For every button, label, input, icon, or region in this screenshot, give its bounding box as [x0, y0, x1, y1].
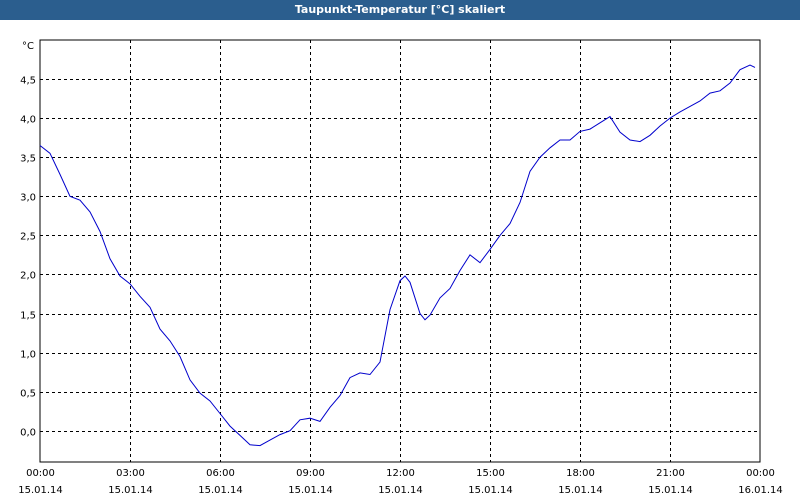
- y-tick-label: 0,0: [20, 428, 36, 439]
- chart-title: Taupunkt-Temperatur [°C] skaliert: [0, 0, 800, 20]
- x-tick-time-label: 21:00: [656, 468, 685, 479]
- y-unit-label: °C: [22, 41, 34, 52]
- y-tick-label: 3,0: [20, 193, 36, 204]
- x-tick-date-label: 15.01.14: [108, 485, 153, 496]
- y-tick-label: 0,5: [20, 389, 36, 400]
- x-tick-time-label: 12:00: [386, 468, 415, 479]
- x-tick-time-label: 15:00: [476, 468, 505, 479]
- y-tick-label: 2,0: [20, 271, 36, 282]
- x-tick-time-label: 03:00: [116, 468, 145, 479]
- x-tick-date-label: 15.01.14: [648, 485, 693, 496]
- y-tick-label: 3,5: [20, 154, 36, 165]
- x-tick-time-label: 00:00: [746, 468, 775, 479]
- x-tick-date-label: 15.01.14: [198, 485, 243, 496]
- chart-area: 0,0 0,5 1,0 1,5 2,0 2,5 3,0 3,5 4,0 4,5 °C 00:00 15.…: [0, 20, 800, 500]
- series-line-dewpoint: [39, 64, 756, 447]
- x-tick-date-label: 15.01.14: [288, 485, 333, 496]
- y-tick-label: 4,5: [20, 76, 36, 87]
- plot-frame: [39, 39, 761, 463]
- axis-layer: 0,0 0,5 1,0 1,5 2,0 2,5 3,0 3,5 4,0 4,5 °C 00:00 15.…: [18, 39, 783, 496]
- grid-layer: [40, 40, 760, 462]
- y-tick-label: 1,0: [20, 350, 36, 361]
- y-tick-label: 2,5: [20, 232, 36, 243]
- x-tick-date-label: 16.01.14: [738, 485, 783, 496]
- x-tick-time-label: 00:00: [26, 468, 55, 479]
- x-tick-date-label: 15.01.14: [378, 485, 423, 496]
- y-tick-label: 1,5: [20, 311, 36, 322]
- series-layer: [39, 64, 756, 447]
- y-tick-label: 4,0: [20, 115, 36, 126]
- x-tick-date-label: 15.01.14: [18, 485, 63, 496]
- x-tick-date-label: 15.01.14: [558, 485, 603, 496]
- line-chart: 0,0 0,5 1,0 1,5 2,0 2,5 3,0 3,5 4,0 4,5 °C 00:00 15.…: [18, 39, 783, 496]
- x-tick-time-label: 18:00: [566, 468, 595, 479]
- x-tick-date-label: 15.01.14: [468, 485, 513, 496]
- x-tick-time-label: 06:00: [206, 468, 235, 479]
- x-tick-time-label: 09:00: [296, 468, 325, 479]
